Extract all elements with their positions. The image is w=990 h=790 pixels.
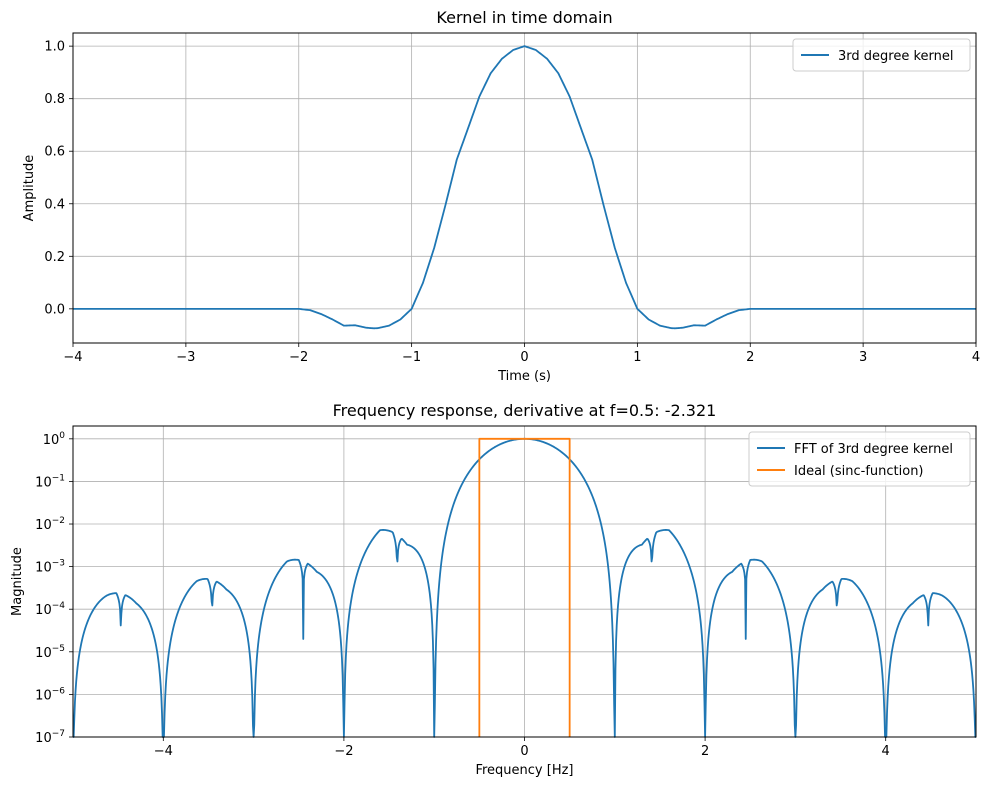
x-tick-label: −2 (289, 350, 308, 365)
y-tick-label: 0.4 (44, 197, 65, 212)
time-lines (73, 45, 976, 330)
x-tick-label: 4 (882, 744, 890, 759)
x-tick-label: 3 (859, 350, 867, 365)
time-plot-title: Kernel in time domain (436, 8, 612, 27)
x-tick-label: 4 (972, 350, 980, 365)
x-tick-label: −1 (402, 350, 421, 365)
y-tick-label: 10−6 (35, 686, 65, 703)
y-tick-label: 10−4 (35, 601, 65, 618)
freq-y-axis-label: Magnitude (10, 547, 25, 616)
y-tick-label: 10−7 (35, 729, 65, 746)
time-y-axis-label: Amplitude (22, 155, 37, 222)
time-x-axis-label: Time (s) (497, 369, 551, 384)
x-tick-label: 0 (520, 744, 528, 759)
y-tick-label: 10−5 (35, 644, 65, 661)
ideal-series-line (478, 437, 571, 737)
x-tick-label: 2 (746, 350, 754, 365)
x-tick-label: −3 (176, 350, 195, 365)
freq-legend-label-fft: FFT of 3rd degree kernel (794, 442, 953, 457)
time-legend: 3rd degree kernel (792, 38, 971, 72)
y-tick-label: 10−1 (35, 473, 65, 490)
y-tick-label: 0.6 (44, 145, 65, 160)
x-tick-label: −2 (334, 744, 353, 759)
time-ticks: −4 −3 −2 −1 0 1 2 3 4 0.0 0.2 0.4 0.6 0.8 1.0 (44, 40, 980, 365)
y-tick-label: 100 (43, 431, 66, 448)
x-tick-label: 1 (633, 350, 641, 365)
freq-plot-title: Frequency response, derivative at f=0.5:… (333, 401, 717, 420)
freq-legend: FFT of 3rd degree kernel Ideal (sinc-fun… (748, 431, 971, 487)
time-legend-label-kernel: 3rd degree kernel (838, 49, 954, 64)
y-tick-label: 10−3 (35, 559, 65, 576)
x-tick-label: 2 (701, 744, 709, 759)
time-grid (72, 33, 977, 343)
kernel-series-line (73, 45, 976, 330)
frequency-response-plot: −4 −2 0 2 4 10−7 10−6 10−5 10−4 10−3 10−2 10−1 100 F… (10, 401, 977, 778)
freq-legend-box (748, 431, 971, 487)
x-tick-label: 0 (520, 350, 528, 365)
y-tick-label: 10−2 (35, 516, 65, 533)
freq-x-axis-label: Frequency [Hz] (475, 763, 573, 778)
y-tick-label: 0.0 (44, 302, 65, 317)
freq-ticks: −4 −2 0 2 4 10−7 10−6 10−5 10−4 10−3 10−2 10−1 100 (35, 431, 890, 759)
time-legend-box (792, 38, 971, 72)
y-tick-label: 1.0 (44, 40, 65, 55)
y-tick-label: 0.2 (44, 250, 65, 265)
freq-legend-label-ideal: Ideal (sinc-function) (794, 464, 924, 479)
freq-grid (73, 426, 976, 738)
x-tick-label: −4 (63, 350, 82, 365)
time-domain-plot: −4 −3 −2 −1 0 1 2 3 4 0.0 0.2 0.4 0.6 0.8 1.0 Kernel i… (22, 8, 980, 384)
x-tick-label: −4 (154, 744, 173, 759)
freq-lines (72, 437, 977, 738)
y-tick-label: 0.8 (44, 92, 65, 107)
